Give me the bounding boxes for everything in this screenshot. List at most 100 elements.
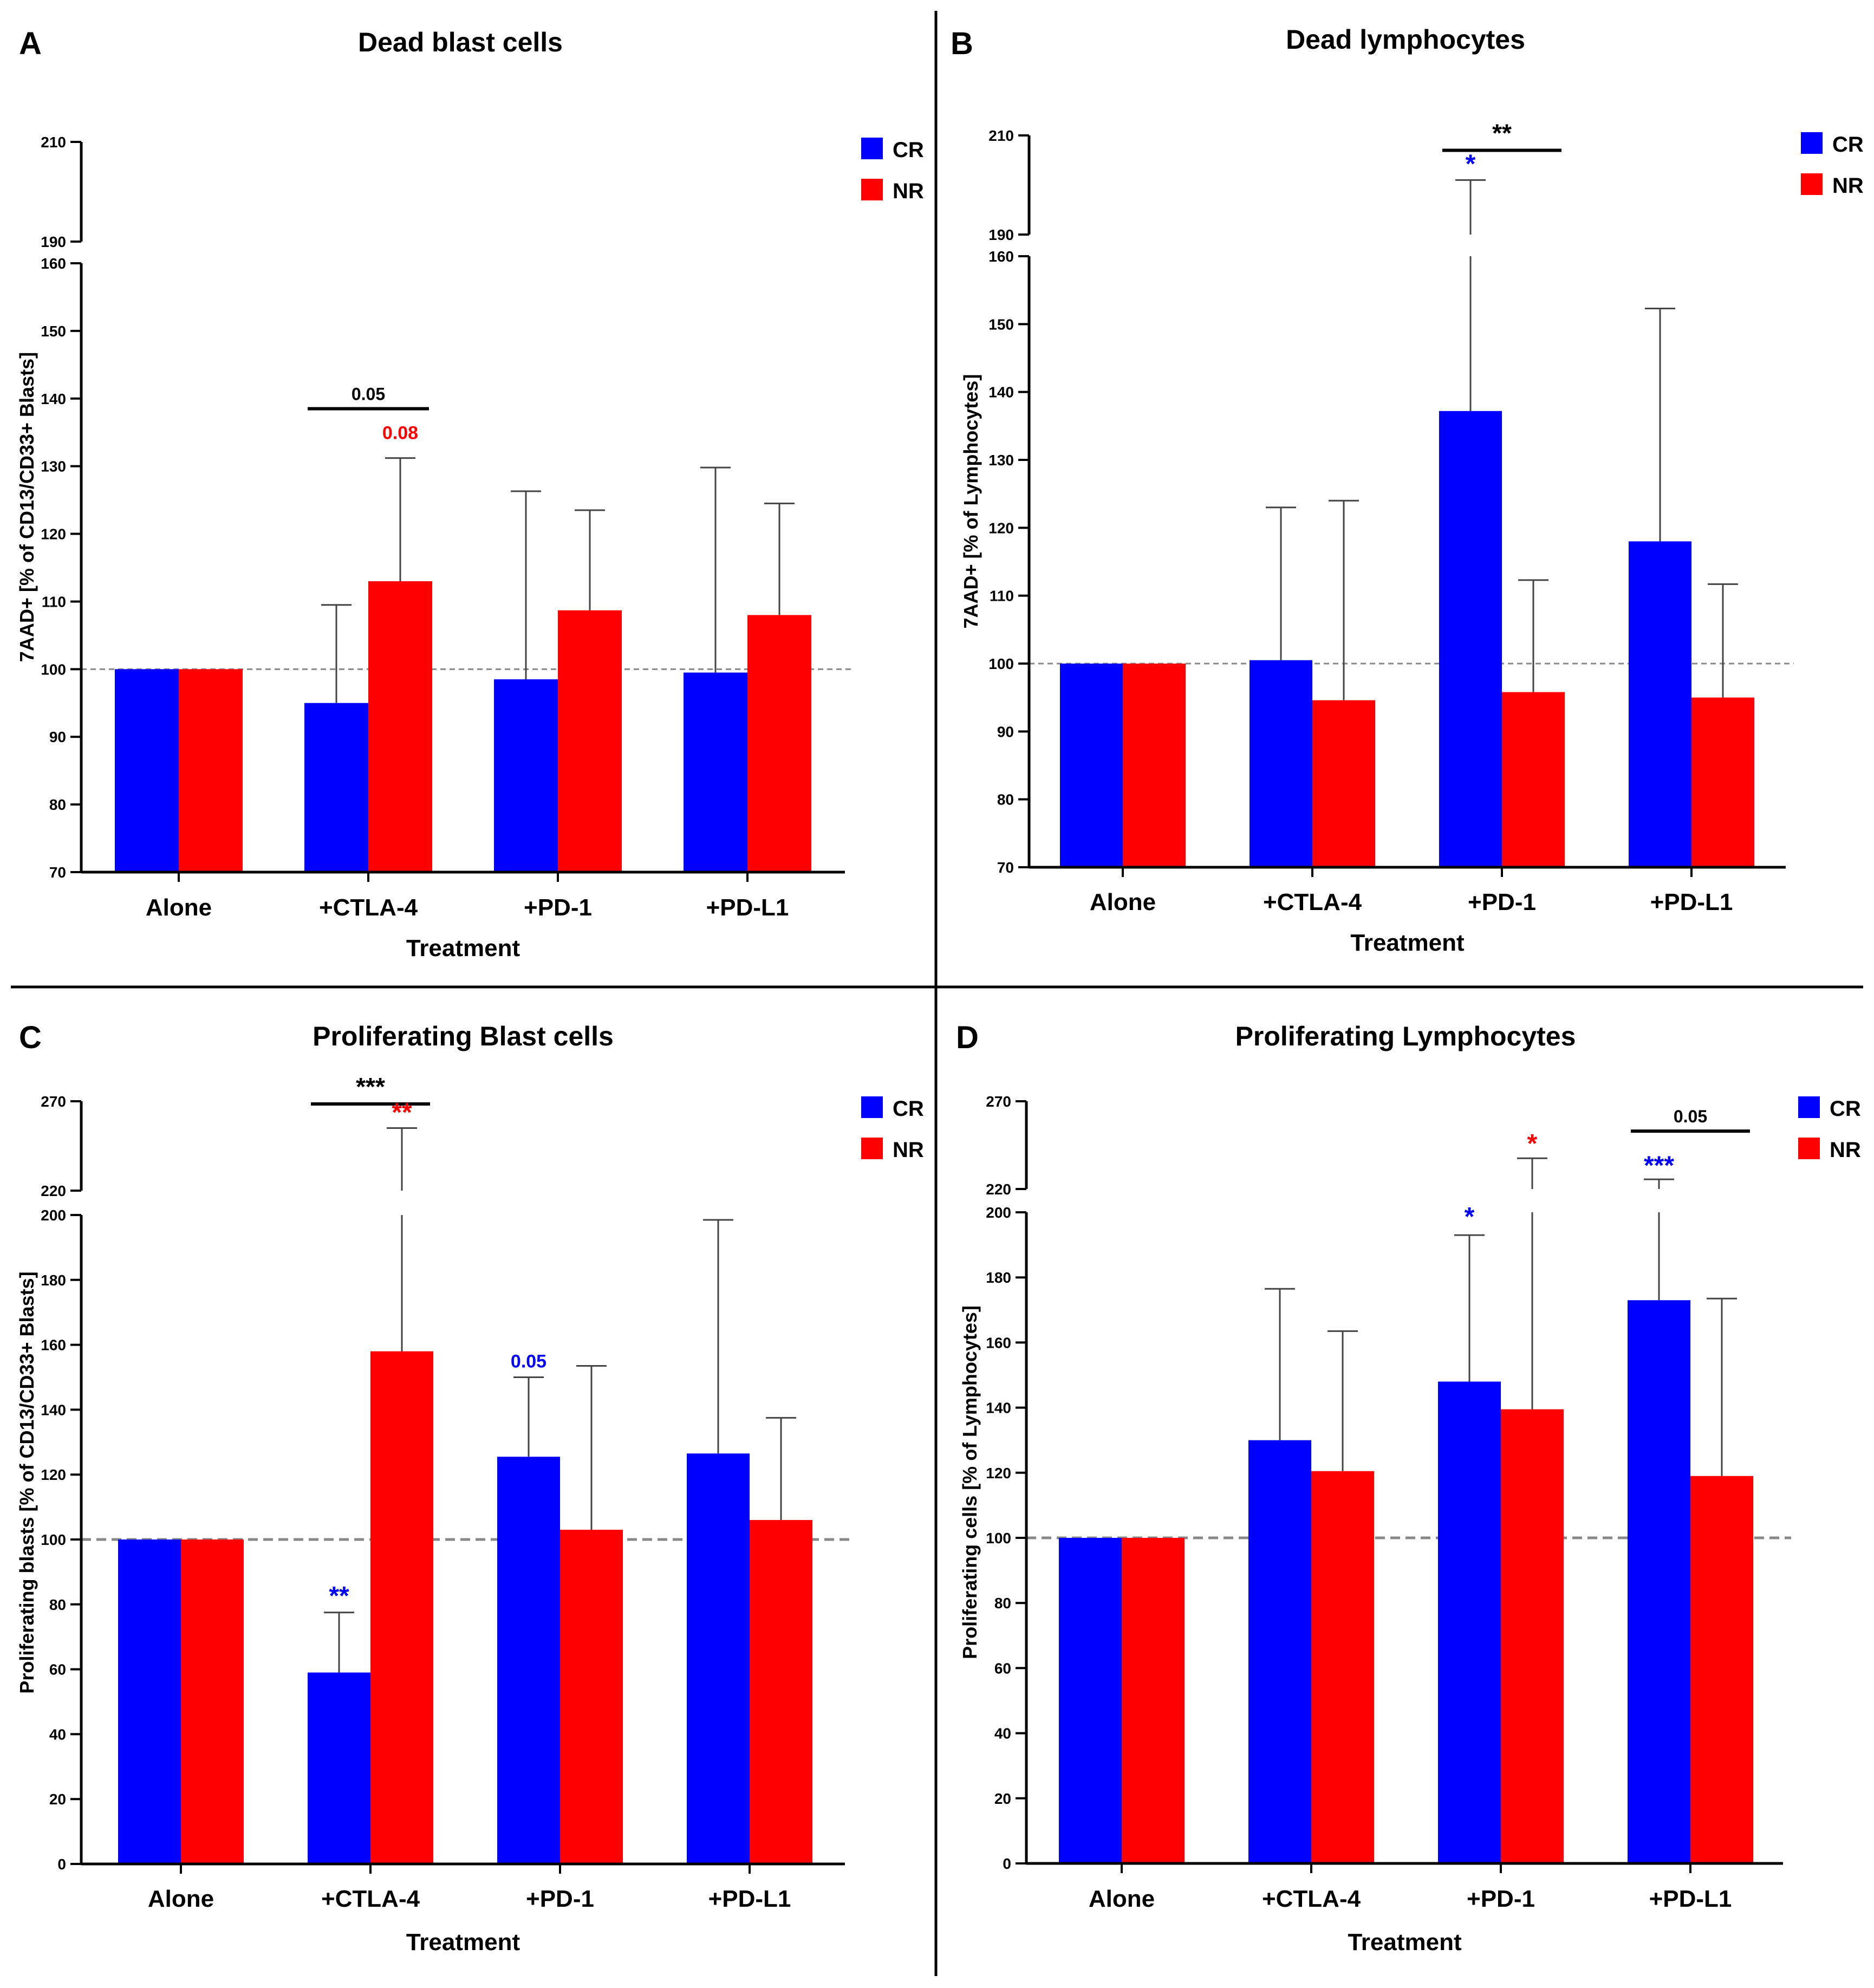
panel-letter: C [19,1020,42,1055]
bar-cr-1 [118,1539,181,1864]
chart-panel-a: A Dead blast cells 70 80 90 100 110 120 130 140 15… [16,26,924,961]
y-tick-label: 140 [41,1401,66,1418]
bar-nr-4 [747,615,811,872]
y-tick-label: 80 [49,1596,66,1613]
chart-title: Proliferating Blast cells [313,1021,614,1051]
y-tick-label: 60 [994,1660,1011,1677]
bar-nr-2 [370,1351,433,1864]
y-tick-label: 110 [42,593,66,610]
bar-nr-4 [750,1520,812,1864]
bar-nr-1 [181,1539,244,1864]
y-tick-label: 100 [986,1530,1011,1547]
y-tick-label: 120 [988,519,1014,536]
y-tick-label: 20 [49,1791,66,1808]
bar-nr-4 [1691,697,1754,867]
y-tick-label: 200 [41,1207,66,1224]
bar-nr-2 [1312,700,1375,867]
chart-title: Proliferating Lymphocytes [1235,1021,1576,1051]
y-tick-label: 190 [41,233,66,250]
bar-cr-3 [497,1457,560,1864]
bar-nr-1 [1122,1538,1185,1863]
legend-label-nr: NR [893,179,924,203]
bar-cr-1 [1059,1538,1122,1863]
y-tick-label: 220 [41,1183,66,1199]
panel-letter: D [956,1020,979,1055]
significance-label: ** [1492,119,1512,147]
y-tick-label: 150 [41,323,66,340]
x-tick-label: +CTLA-4 [321,1886,420,1912]
legend-swatch-nr [861,179,883,200]
x-tick-label: +CTLA-4 [319,894,418,921]
bar-cr-4 [1628,1300,1690,1863]
legend-swatch-cr [1801,132,1823,154]
x-tick-label: Alone [148,1886,214,1912]
x-axis-label: Treatment [406,1929,520,1955]
legend-swatch-cr [861,138,883,159]
x-axis-label: Treatment [1348,1929,1462,1955]
significance-label: *** [1644,1151,1674,1180]
legend-label-nr: NR [1830,1138,1861,1162]
y-tick-label: 70 [997,859,1014,876]
y-tick-label: 140 [988,384,1014,401]
y-tick-label: 120 [41,526,66,543]
x-tick-label: +PD-L1 [706,894,789,921]
y-tick-label: 270 [986,1093,1011,1110]
bar-cr-4 [687,1453,750,1864]
chart-title: Dead lymphocytes [1286,24,1525,55]
y-tick-label: 200 [986,1204,1011,1221]
bar-nr-3 [560,1530,623,1864]
significance-label: 0.05 [352,385,385,404]
bar-cr-1 [1060,664,1123,867]
y-tick-label: 90 [997,723,1014,740]
y-tick-label: 100 [988,655,1014,672]
y-tick-label: 160 [988,248,1014,265]
y-tick-label: 150 [988,316,1014,333]
x-axis-label: Treatment [1350,930,1465,956]
y-tick-label: 120 [41,1466,66,1483]
y-tick-label: 0 [57,1856,66,1873]
significance-label: * [1527,1129,1538,1158]
significance-label: ** [329,1582,349,1610]
x-tick-label: +PD-1 [526,1886,594,1912]
bar-cr-3 [1438,1381,1501,1863]
y-axis-label: Proliferating blasts [% of CD13/CD33+ Bl… [16,1271,38,1693]
bar-cr-4 [1629,541,1691,867]
bar-nr-2 [1311,1471,1374,1863]
y-tick-label: 80 [997,791,1014,808]
y-axis-label: 7AAD+ [% of Lymphocytes] [960,374,982,629]
x-tick-label: +PD-L1 [1649,1886,1732,1912]
panel-letter: A [19,26,42,61]
bar-nr-3 [1501,1409,1564,1863]
y-tick-label: 90 [49,729,66,745]
significance-label: 0.08 [382,423,418,444]
bar-cr-4 [684,672,747,872]
bar-cr-1 [115,669,179,872]
legend-label-cr: CR [893,138,924,162]
x-tick-label: +CTLA-4 [1262,1886,1361,1912]
y-tick-label: 80 [994,1595,1011,1612]
legend-swatch-cr [1798,1096,1820,1118]
bar-cr-2 [1248,1440,1311,1863]
significance-label: *** [356,1073,385,1101]
y-tick-label: 110 [990,588,1014,605]
significance-label: * [1466,150,1476,179]
panel-letter: B [951,26,973,61]
y-axis-label: 7AAD+ [% of CD13/CD33+ Blasts] [16,352,38,662]
bar-cr-2 [308,1672,370,1864]
x-tick-label: +PD-L1 [708,1886,791,1912]
legend-label-nr: NR [1832,174,1864,198]
significance-label: ** [392,1098,412,1127]
y-tick-label: 130 [988,452,1014,469]
x-axis-label: Treatment [406,935,520,961]
legend-swatch-nr [1801,173,1823,195]
legend-swatch-nr [861,1138,883,1159]
y-tick-label: 160 [41,255,66,272]
y-tick-label: 70 [49,864,66,881]
bar-nr-4 [1690,1476,1753,1863]
y-tick-label: 210 [988,127,1014,144]
bar-cr-2 [1250,660,1312,867]
legend-swatch-cr [861,1096,883,1118]
x-tick-label: Alone [146,894,212,921]
y-tick-label: 180 [41,1272,66,1289]
